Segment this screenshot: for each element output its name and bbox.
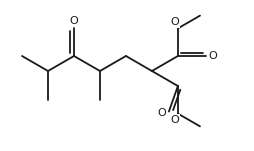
Text: O: O [170, 17, 179, 27]
Text: O: O [170, 115, 179, 125]
Text: O: O [157, 109, 166, 119]
Text: O: O [70, 16, 78, 26]
Text: O: O [208, 51, 217, 61]
